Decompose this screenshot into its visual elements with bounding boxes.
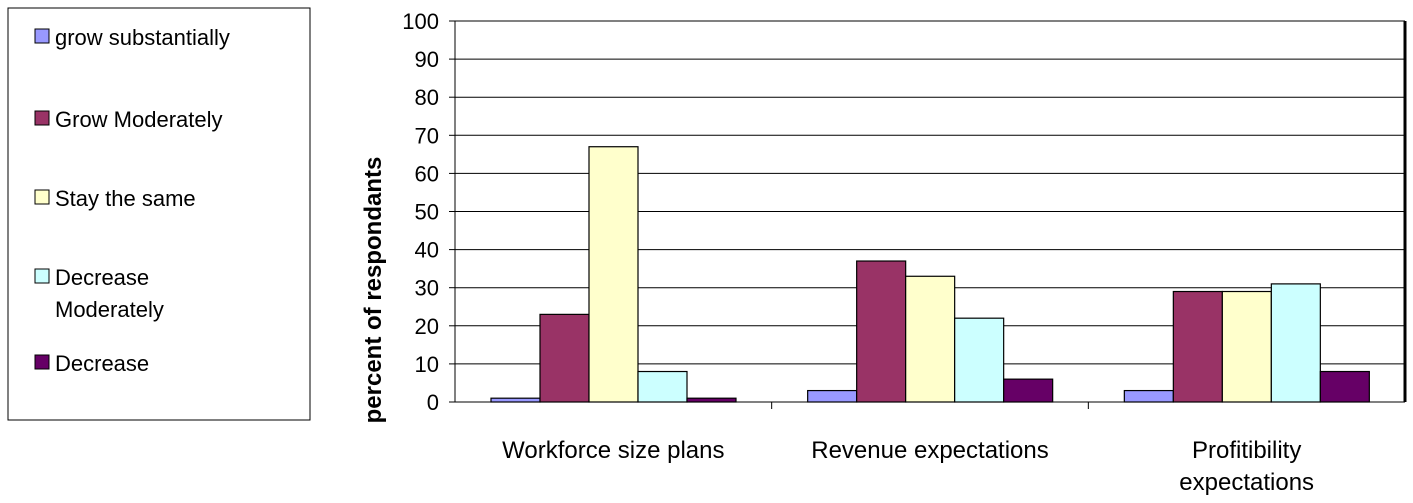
bar xyxy=(1319,370,1370,403)
category-label: Revenue expectations xyxy=(811,437,1049,464)
legend-swatch xyxy=(34,28,50,44)
bar xyxy=(490,397,541,403)
bar xyxy=(539,313,590,403)
y-tick-label: 80 xyxy=(415,85,439,110)
y-tick-label: 40 xyxy=(415,238,439,263)
axes xyxy=(454,21,1407,409)
y-tick-label: 100 xyxy=(402,9,439,34)
legend-label: Decrease xyxy=(55,351,149,376)
y-tick-label: 90 xyxy=(415,47,439,72)
y-tick-label: 50 xyxy=(415,200,439,225)
bar xyxy=(905,275,956,403)
bar xyxy=(588,146,639,403)
category-labels: Workforce size plans Revenue expectations… xyxy=(502,437,1314,496)
legend-swatch xyxy=(34,189,50,205)
bar xyxy=(1123,389,1174,403)
legend-swatch xyxy=(34,354,50,370)
y-tick-label: 20 xyxy=(415,314,439,339)
y-axis-ticks: 0 10 20 30 40 50 60 70 80 90 100 xyxy=(402,9,455,415)
legend: grow substantially Grow Moderately Stay th… xyxy=(7,7,311,421)
y-axis-label: percent of respondants xyxy=(360,157,387,424)
legend-label: grow substantially xyxy=(55,25,230,50)
legend-swatch xyxy=(34,110,50,126)
y-tick-label: 0 xyxy=(427,390,439,415)
bar xyxy=(637,370,688,403)
y-tick-label: 30 xyxy=(415,276,439,301)
legend-label: Decrease Moderately xyxy=(55,265,164,322)
bar xyxy=(1270,283,1321,403)
bar xyxy=(1221,290,1272,403)
bar xyxy=(1172,290,1223,403)
legend-label: Grow Moderately xyxy=(55,107,223,132)
bar xyxy=(856,260,907,403)
bar xyxy=(807,389,858,403)
legend-box xyxy=(7,7,311,421)
bar xyxy=(1003,378,1054,403)
y-tick-label: 60 xyxy=(415,161,439,186)
legend-label: Stay the same xyxy=(55,186,196,211)
category-label: Workforce size plans xyxy=(502,437,724,464)
category-label: Profitibility expectations xyxy=(1179,437,1314,496)
y-tick-label: 10 xyxy=(415,352,439,377)
bar xyxy=(954,317,1005,403)
bars xyxy=(490,146,1370,403)
y-tick-label: 70 xyxy=(415,123,439,148)
bar xyxy=(686,397,737,403)
legend-swatch xyxy=(34,268,50,284)
